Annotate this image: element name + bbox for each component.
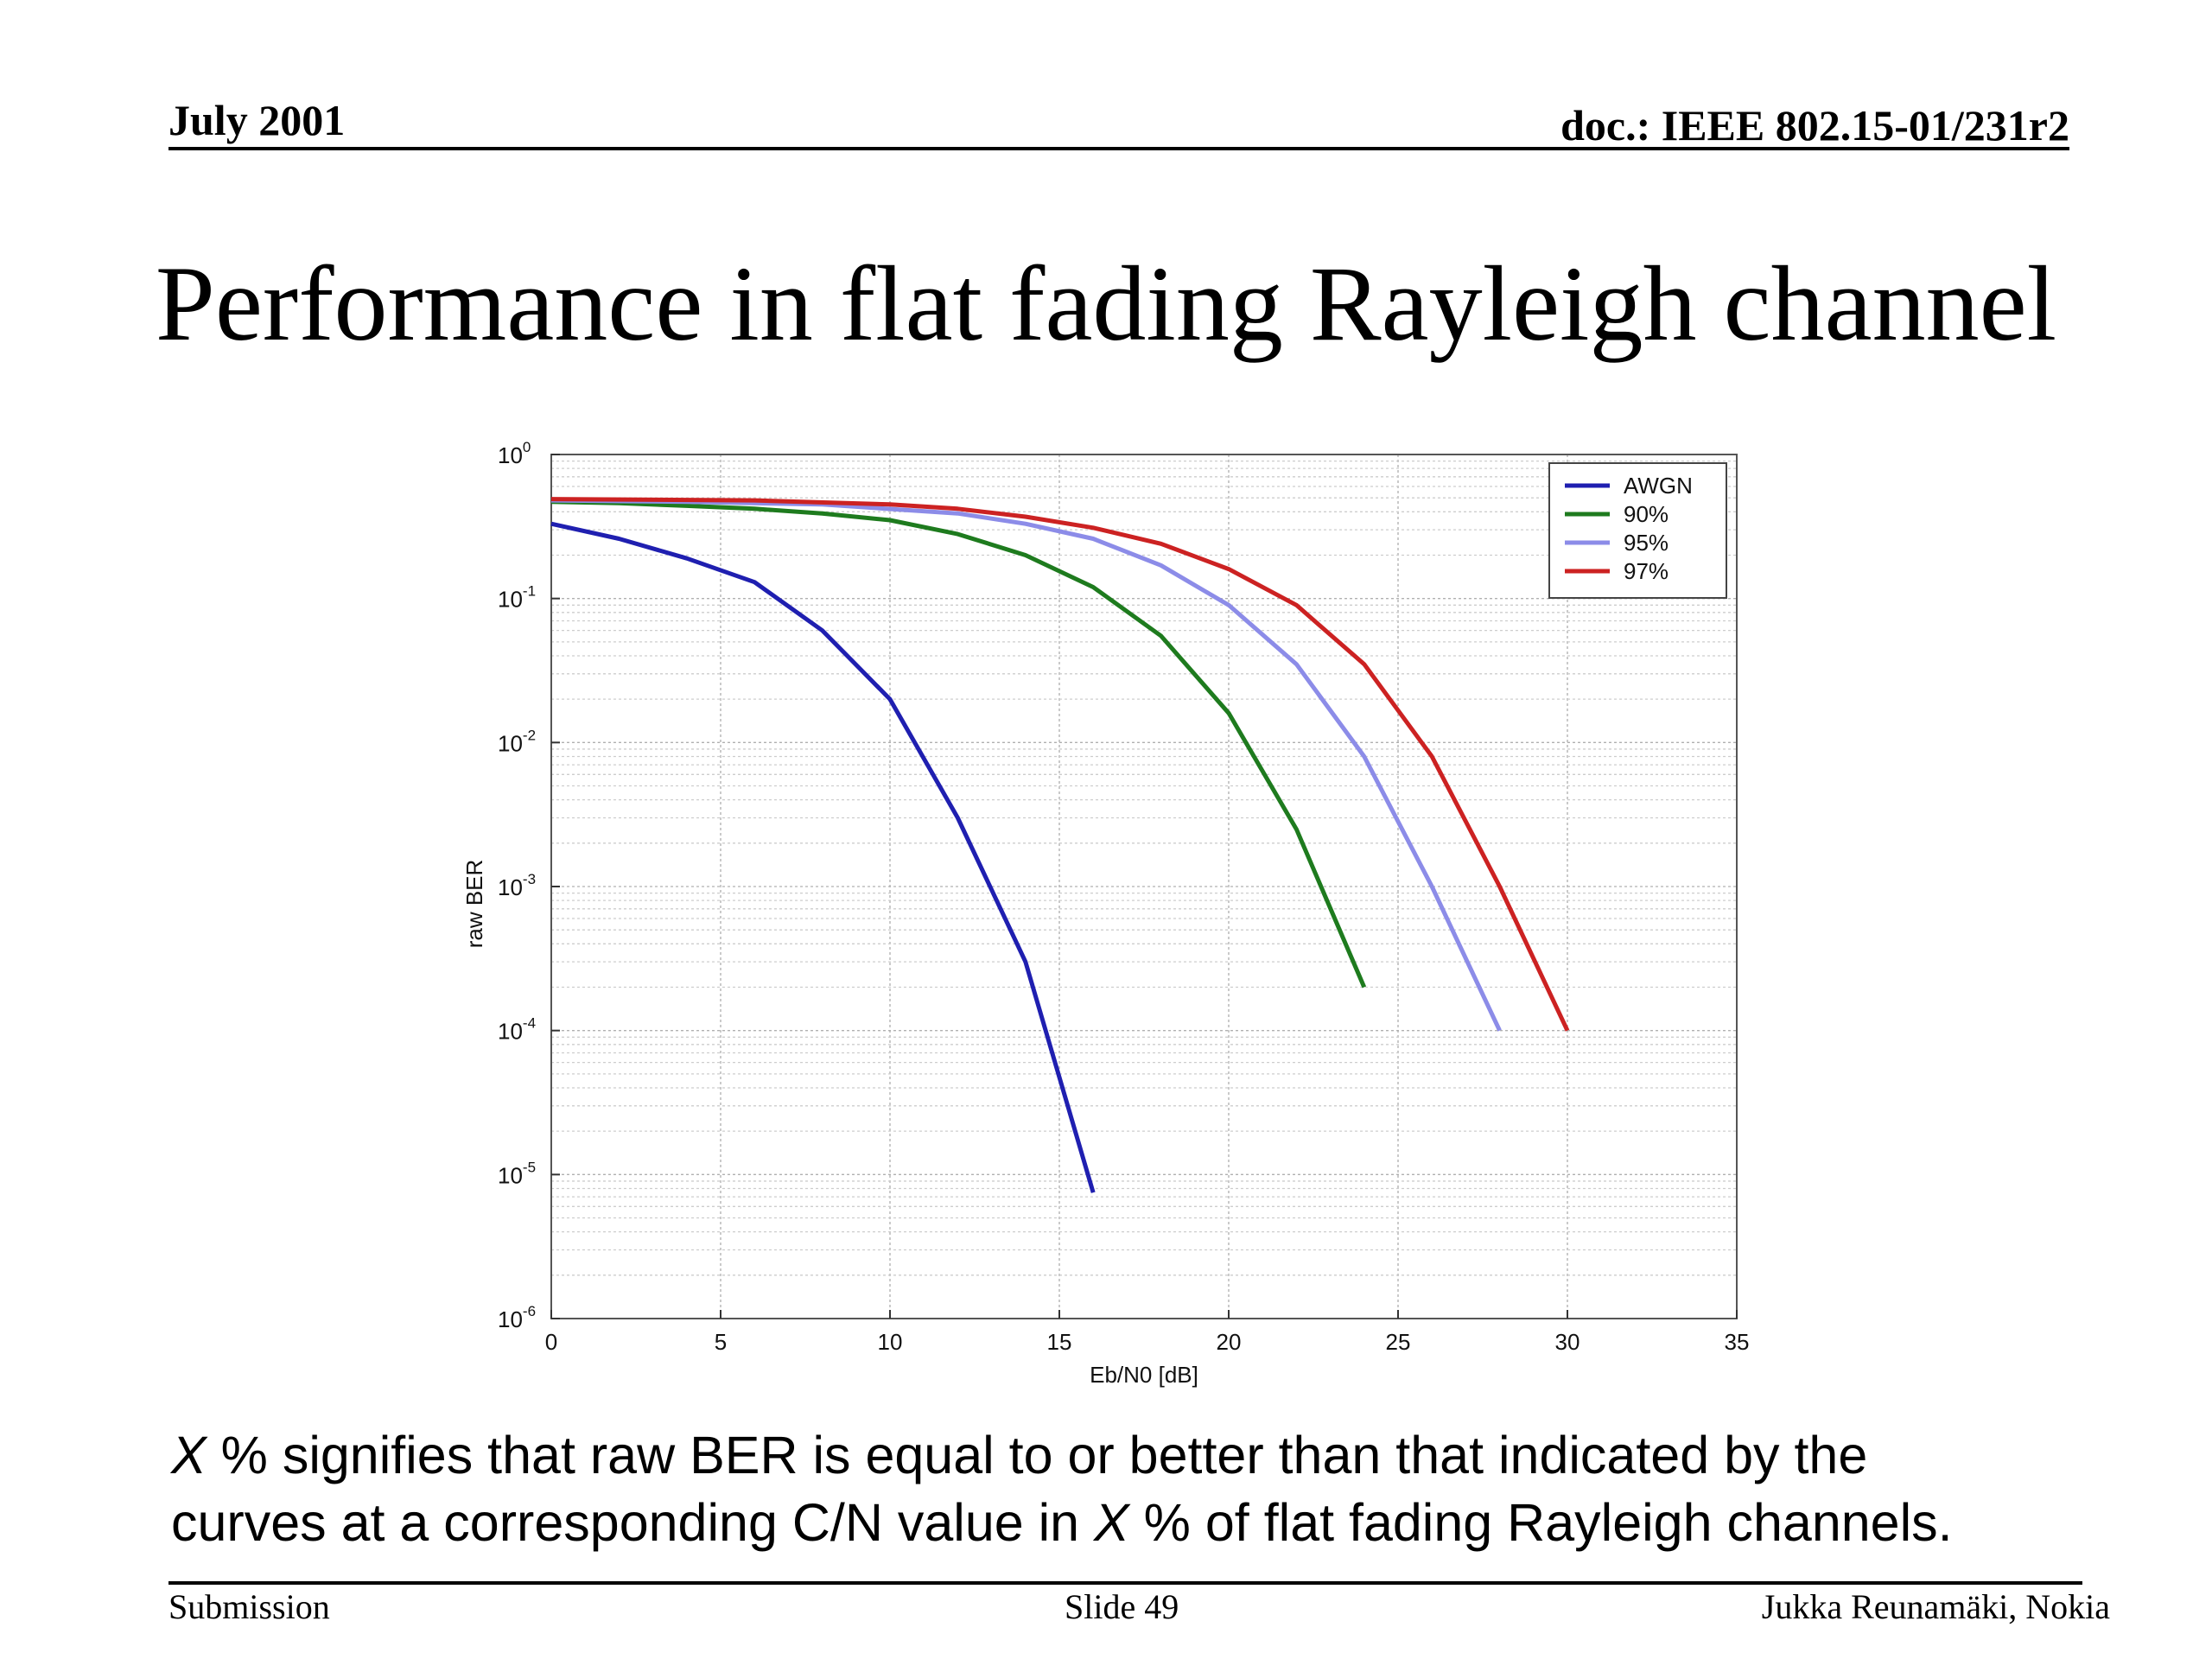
x-axis-label: Eb/N0 [dB] xyxy=(1090,1362,1198,1388)
legend-label: 95% xyxy=(1624,530,1669,556)
x-tick-label: 30 xyxy=(1555,1329,1580,1355)
y-tick-label: 100 xyxy=(498,439,531,468)
x-tick-label: 35 xyxy=(1725,1329,1750,1355)
y-tick-label: 10-3 xyxy=(498,871,536,900)
header-doc-id: doc.: IEEE 802.15-01/231r2 xyxy=(1560,101,2069,149)
x-tick-label: 10 xyxy=(878,1329,903,1355)
slide-caption: X % signifies that raw BER is equal to o… xyxy=(171,1421,2115,1556)
y-tick-label: 10-5 xyxy=(498,1159,536,1188)
caption-text: % signifies that raw BER is equal to or … xyxy=(206,1426,1868,1484)
legend-label: 97% xyxy=(1624,558,1669,584)
caption-line-1: X % signifies that raw BER is equal to o… xyxy=(171,1421,2115,1489)
series-line-95pct xyxy=(550,498,1502,1032)
header-date: July 2001 xyxy=(168,96,346,144)
y-tick-label: 10-2 xyxy=(498,727,536,756)
caption-text: % of flat fading Rayleigh channels. xyxy=(1128,1493,1953,1552)
x-tick-label: 5 xyxy=(715,1329,727,1355)
y-tick-label: 10-6 xyxy=(498,1303,536,1332)
series-layer xyxy=(550,497,1570,1193)
footer-slide-number: Slide 49 xyxy=(1065,1587,1179,1626)
ber-chart: 0 5 10 15 20 25 30 35 100 10-1 10-2 10-3 10-4 10-5 10-… xyxy=(461,439,1749,1388)
caption-text: curves at a corresponding C/N value in xyxy=(171,1493,1095,1552)
x-tick-label: 20 xyxy=(1217,1329,1242,1355)
x-tick-label: 25 xyxy=(1386,1329,1411,1355)
legend-label: AWGN xyxy=(1624,473,1693,499)
footer-rule xyxy=(168,1581,2082,1585)
caption-line-2: curves at a corresponding C/N value in X… xyxy=(171,1489,2115,1556)
series-line-awgn xyxy=(550,521,1096,1193)
legend-label: 90% xyxy=(1624,501,1669,527)
series-line-97pct xyxy=(550,497,1570,1032)
y-tick-label: 10-4 xyxy=(498,1015,536,1045)
y-tick-label: 10-1 xyxy=(498,583,536,613)
x-tick-label: 15 xyxy=(1047,1329,1072,1355)
x-tick-label: 0 xyxy=(545,1329,557,1355)
slide-title: Performance in flat fading Rayleigh chan… xyxy=(155,245,2057,363)
tick-layer: 0 5 10 15 20 25 30 35 100 10-1 10-2 10-3 10-4 10-5 10-… xyxy=(498,439,1749,1355)
series-line-90pct xyxy=(550,499,1367,988)
caption-variable: X xyxy=(1094,1493,1129,1552)
y-axis-label: raw BER xyxy=(461,860,487,949)
caption-variable: X xyxy=(171,1426,207,1484)
header-rule xyxy=(168,147,2069,150)
footer-submission: Submission xyxy=(168,1587,330,1626)
footer-author: Jukka Reunamäki, Nokia xyxy=(1761,1587,2110,1626)
grid-layer xyxy=(550,454,1738,1319)
